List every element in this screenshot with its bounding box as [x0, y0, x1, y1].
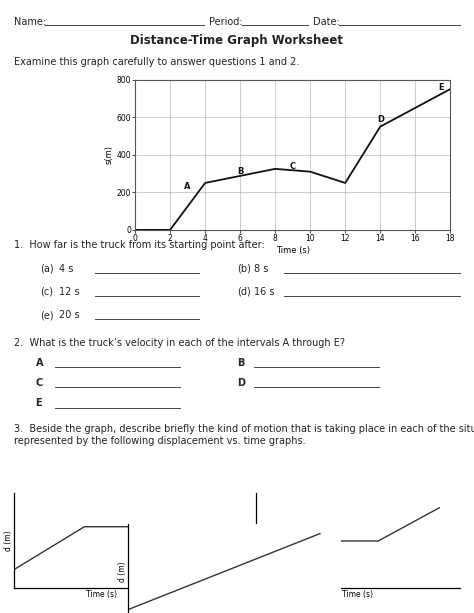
Text: A: A — [184, 182, 191, 191]
Text: E: E — [439, 83, 444, 92]
Text: A: A — [36, 358, 43, 368]
Text: B: B — [237, 358, 245, 368]
Text: (a): (a) — [40, 264, 54, 273]
Text: 12 s: 12 s — [59, 287, 80, 297]
Text: Examine this graph carefully to answer questions 1 and 2.: Examine this graph carefully to answer q… — [14, 57, 300, 67]
Text: 1.  How far is the truck from its starting point after:: 1. How far is the truck from its startin… — [14, 240, 265, 250]
Text: Name:: Name: — [14, 17, 46, 27]
Text: 20 s: 20 s — [59, 310, 80, 320]
Text: 16 s: 16 s — [254, 287, 274, 297]
Text: E: E — [36, 398, 42, 408]
Text: 4 s: 4 s — [59, 264, 73, 273]
Text: (e): (e) — [40, 310, 54, 320]
Text: Date:: Date: — [313, 17, 339, 27]
X-axis label: Time (s): Time (s) — [342, 590, 374, 599]
Y-axis label: s(m): s(m) — [105, 145, 113, 164]
Text: (c): (c) — [40, 287, 53, 297]
Y-axis label: d (m): d (m) — [4, 531, 13, 551]
Text: D: D — [377, 115, 384, 124]
Text: (d): (d) — [237, 287, 251, 297]
Text: C: C — [36, 378, 43, 388]
Text: B: B — [237, 167, 243, 176]
X-axis label: Time (s): Time (s) — [276, 246, 310, 255]
Y-axis label: d (m): d (m) — [118, 562, 127, 582]
X-axis label: Time (s): Time (s) — [86, 590, 118, 599]
Text: Period:: Period: — [209, 17, 242, 27]
Y-axis label: d (m): d (m) — [246, 531, 255, 551]
Text: 2.  What is the truck’s velocity in each of the intervals A through E?: 2. What is the truck’s velocity in each … — [14, 338, 345, 348]
Text: (b): (b) — [237, 264, 251, 273]
Text: D: D — [237, 378, 245, 388]
Text: Distance-Time Graph Worksheet: Distance-Time Graph Worksheet — [130, 34, 344, 47]
Text: C: C — [290, 162, 296, 170]
Text: 8 s: 8 s — [254, 264, 268, 273]
Text: 3.  Beside the graph, describe briefly the kind of motion that is taking place i: 3. Beside the graph, describe briefly th… — [14, 424, 474, 446]
